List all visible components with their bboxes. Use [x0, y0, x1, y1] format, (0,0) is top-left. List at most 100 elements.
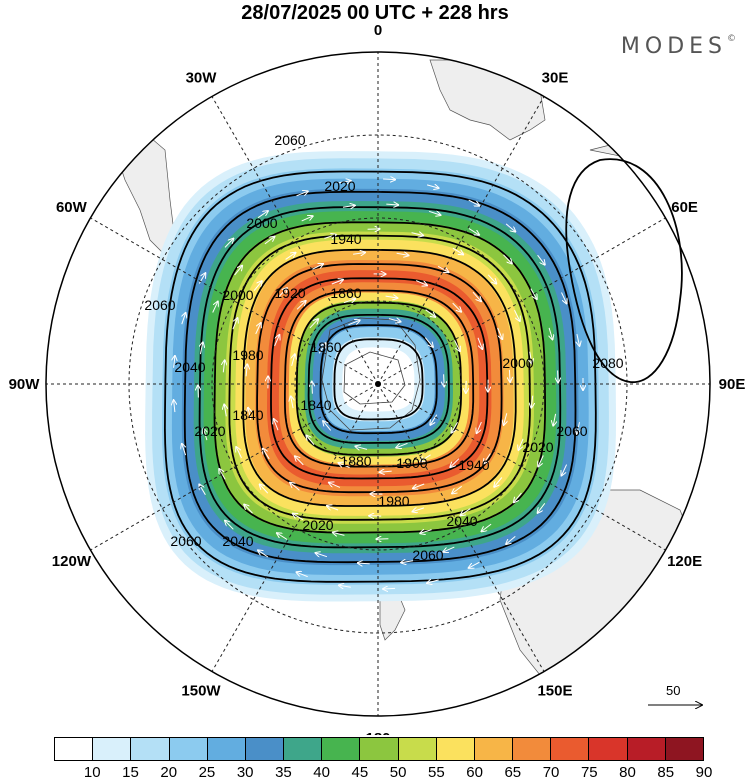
contour-label: 1860: [310, 339, 341, 355]
colorbar-segment: [436, 738, 475, 760]
wind-arrow: [292, 354, 295, 367]
contour-label: 2060: [556, 423, 587, 439]
colorbar: [54, 737, 704, 761]
wind-arrow: [323, 421, 332, 431]
wind-arrow: [388, 319, 401, 322]
brand-logo: MODES©: [621, 34, 736, 59]
wind-arrow: [482, 523, 492, 531]
wind-arrow: [290, 483, 300, 491]
wind-arrow: [291, 396, 293, 409]
wind-arrow: [415, 280, 427, 286]
contour-label: 1920: [274, 285, 305, 301]
wind-arrow: [484, 453, 491, 464]
colorbar-tick-label: 55: [428, 764, 445, 781]
contour-2080-loop: [565, 158, 683, 383]
wind-arrow: [454, 340, 460, 351]
wind-arrow: [420, 530, 432, 534]
height-contour: [228, 234, 531, 521]
height-contour: [307, 314, 450, 444]
wind-arrow: [396, 442, 408, 447]
contour-label: 2060: [412, 547, 443, 563]
colorbar-segment: [589, 738, 628, 760]
wind-arrow: [339, 463, 350, 468]
wind-arrow: [248, 408, 251, 420]
wind-arrow: [531, 395, 532, 408]
wind-arrow: [329, 483, 341, 488]
contour-label: 2060: [274, 132, 305, 148]
wind-arrow: [468, 228, 479, 235]
wind-arrow: [295, 456, 304, 466]
colorbar-tick-label: 25: [198, 764, 216, 781]
wind-arrow: [333, 532, 345, 535]
wind-arrow: [452, 247, 463, 254]
colorbar-segment: [665, 738, 703, 760]
colorbar-segment: [284, 738, 323, 760]
colorbar-tick-label: 80: [619, 764, 636, 781]
wind-arrow: [264, 237, 275, 245]
wind-arrow: [469, 561, 480, 568]
contour-label: 2060: [170, 533, 201, 549]
wind-arrow: [293, 514, 304, 521]
wind-arrow: [212, 302, 218, 313]
wind-arrow: [318, 343, 326, 354]
wind-arrow: [255, 323, 261, 335]
colorbar-segment: [474, 738, 514, 760]
wind-arrow: [428, 211, 440, 215]
wind-arrow: [348, 320, 360, 326]
meridian-line: [211, 383, 379, 672]
colorbar-segment: [398, 738, 437, 760]
wind-arrow: [327, 506, 339, 511]
wind-arrow: [477, 421, 482, 433]
wind-arrow: [558, 370, 559, 383]
wind-arrow: [514, 492, 522, 502]
colorbar-segment: [169, 738, 208, 760]
wind-arrow: [182, 313, 186, 325]
wind-arrow: [506, 536, 516, 544]
wind-arrow: [343, 299, 355, 303]
wind-arrow: [383, 179, 395, 180]
colorbar-segment: [551, 738, 590, 760]
south-pole-dot: [375, 381, 381, 387]
wind-arrow: [383, 588, 396, 589]
wind-arrow: [401, 561, 414, 563]
longitude-label: 30E: [542, 69, 569, 86]
wind-arrow: [385, 296, 398, 298]
colorbar-segment: [207, 738, 246, 760]
colorbar-tick-label: 70: [542, 764, 560, 781]
colorbar-tick-label: 75: [580, 764, 598, 781]
contour-label: 1900: [396, 455, 427, 471]
wind-arrow: [514, 309, 520, 321]
wind-arrow: [468, 199, 480, 206]
longitude-label: 30W: [186, 69, 218, 86]
wind-arrow: [296, 301, 306, 310]
wind-arrow: [355, 446, 368, 449]
wind-arrow: [538, 502, 546, 513]
colorbar-tick-label: 40: [313, 764, 330, 781]
contour-label: 2000: [246, 215, 277, 231]
colorbar-tick-label: 90: [695, 764, 713, 781]
wind-arrow: [223, 360, 224, 373]
wind-arrow: [358, 563, 370, 564]
contour-label: 1860: [330, 285, 361, 301]
longitude-label: 150E: [537, 683, 572, 700]
wind-arrow: [518, 438, 524, 450]
colorbar-tick-label: 15: [122, 764, 139, 781]
longitude-label: 90E: [719, 376, 746, 393]
colorbar-segment: [93, 738, 132, 760]
wind-arrow: [338, 181, 351, 183]
contour-label: 2020: [324, 178, 355, 194]
wind-arrow: [258, 550, 269, 558]
wind-arrow: [504, 413, 507, 425]
contour-label: 2020: [522, 439, 553, 455]
contour-label: 2040: [174, 359, 205, 375]
wind-arrow: [296, 191, 308, 197]
height-contour: [183, 190, 577, 564]
colorbar-tick-label: 10: [83, 764, 101, 781]
height-contour: [284, 289, 475, 468]
wind-arrow: [306, 436, 315, 446]
wind-arrow: [411, 233, 424, 236]
wind-arrow: [312, 264, 323, 270]
wind-arrow: [234, 266, 243, 276]
meridian-line: [90, 383, 379, 551]
wind-arrow: [424, 337, 433, 347]
